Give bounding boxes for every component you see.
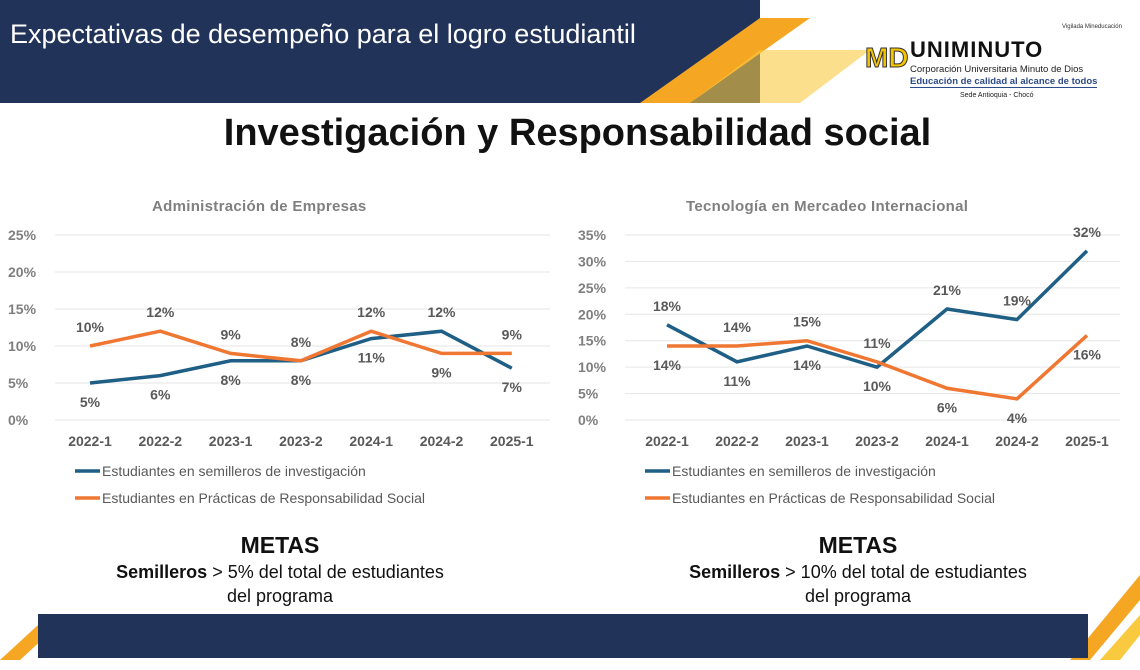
y-tick-label: 35% <box>578 227 607 243</box>
y-tick-label: 25% <box>578 280 607 296</box>
x-tick-label: 2022-2 <box>715 433 759 449</box>
data-label: 14% <box>793 357 822 373</box>
logo-line3: Sede Antioquia - Chocó <box>960 92 1034 99</box>
data-label: 9% <box>502 326 523 342</box>
data-label: 15% <box>793 314 822 330</box>
y-tick-label: 15% <box>578 333 607 349</box>
y-tick-label: 10% <box>578 359 607 375</box>
page-title: Investigación y Responsabilidad social <box>223 112 932 154</box>
x-tick-label: 2022-1 <box>68 433 112 449</box>
y-tick-label: 5% <box>8 375 29 391</box>
x-tick-label: 2025-1 <box>490 433 534 449</box>
y-tick-label: 20% <box>8 264 37 280</box>
logo-brand: UNIMINUTO <box>910 37 1044 62</box>
x-tick-label: 2025-1 <box>1065 433 1109 449</box>
data-label: 11% <box>723 373 751 389</box>
data-label: 19% <box>1003 293 1032 309</box>
series-line <box>89 329 512 363</box>
data-label: 16% <box>1073 346 1102 362</box>
legend-label: Estudiantes en Prácticas de Responsabili… <box>102 490 425 506</box>
footer-banner <box>38 614 1088 658</box>
data-label: 14% <box>723 319 752 335</box>
y-tick-label: 0% <box>578 412 599 428</box>
data-label: 14% <box>653 357 682 373</box>
x-tick-label: 2023-2 <box>279 433 323 449</box>
y-tick-label: 5% <box>578 386 599 402</box>
data-label: 6% <box>150 387 171 403</box>
data-label: 12% <box>146 304 175 320</box>
metas-1: METAS Semilleros > 5% del total de estud… <box>116 532 444 606</box>
header-title: Expectativas de desempeño para el logro … <box>10 19 636 49</box>
data-label: 12% <box>357 304 386 320</box>
y-tick-label: 15% <box>8 301 37 317</box>
data-label: 5% <box>80 394 101 410</box>
chart1-title: Administración de Empresas <box>152 198 367 215</box>
x-tick-label: 2022-2 <box>139 433 183 449</box>
metas-2: METAS Semilleros > 10% del total de estu… <box>689 532 1027 606</box>
x-tick-label: 2024-1 <box>349 433 393 449</box>
y-tick-label: 25% <box>8 227 37 243</box>
data-label: 32% <box>1073 224 1102 240</box>
data-label: 11% <box>358 350 386 366</box>
legend-label: Estudiantes en Prácticas de Responsabili… <box>672 490 995 506</box>
data-label: 9% <box>220 326 241 342</box>
x-tick-label: 2023-1 <box>785 433 829 449</box>
data-label: 8% <box>220 372 241 388</box>
data-label: 21% <box>933 282 962 298</box>
legend-label: Estudiantes en semilleros de investigaci… <box>102 463 366 479</box>
data-label: 10% <box>76 319 105 335</box>
vigilada-text: Vigilada Mineducación <box>1062 24 1122 30</box>
logo-line1: Corporación Universitaria Minuto de Dios <box>910 64 1084 75</box>
series-line <box>667 334 1089 401</box>
data-label: 18% <box>653 298 682 314</box>
x-tick-label: 2024-2 <box>995 433 1039 449</box>
legend-label: Estudiantes en semilleros de investigaci… <box>672 463 936 479</box>
data-label: 4% <box>1007 410 1028 426</box>
data-label: 6% <box>937 399 958 415</box>
series-line <box>666 249 1089 370</box>
data-label: 10% <box>863 378 892 394</box>
y-tick-label: 30% <box>578 253 607 269</box>
logo-line2: Educación de calidad al alcance de todos <box>910 76 1098 88</box>
y-tick-label: 0% <box>8 412 29 428</box>
y-tick-label: 10% <box>8 338 37 354</box>
x-tick-label: 2023-2 <box>855 433 899 449</box>
data-label: 9% <box>431 364 452 380</box>
x-tick-label: 2024-1 <box>925 433 969 449</box>
x-tick-label: 2022-1 <box>645 433 689 449</box>
data-label: 8% <box>291 372 312 388</box>
x-tick-label: 2024-2 <box>420 433 464 449</box>
data-label: 8% <box>291 334 312 350</box>
data-label: 7% <box>502 379 523 395</box>
data-label: 12% <box>427 304 456 320</box>
chart2-title: Tecnología en Mercadeo Internacional <box>686 198 969 215</box>
y-tick-label: 20% <box>578 306 607 322</box>
x-tick-label: 2023-1 <box>209 433 253 449</box>
data-label: 11% <box>863 335 891 351</box>
header-banner: Expectativas de desempeño para el logro … <box>0 0 760 103</box>
